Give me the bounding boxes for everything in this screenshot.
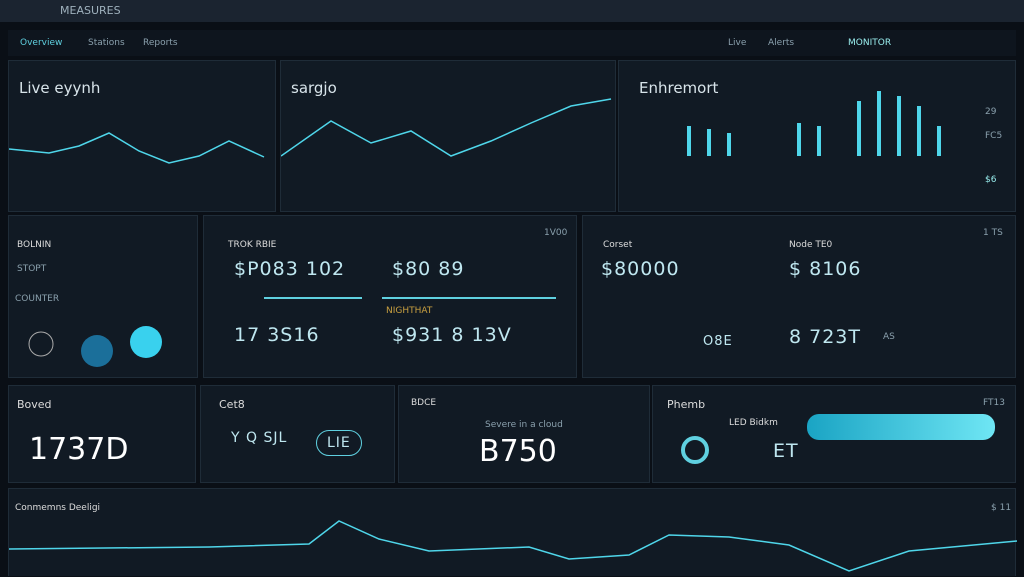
panel: BOLNIN STOPT COUNTER <box>8 215 198 378</box>
corner: FT13 <box>983 398 1005 408</box>
bar <box>687 91 941 156</box>
sub: Node TE0 <box>789 240 833 250</box>
metric: $P083 102 <box>234 258 346 280</box>
nav-bar: Overview Stations Reports Live Alerts MO… <box>8 30 1016 56</box>
trend <box>9 520 1017 572</box>
metric: $80 89 <box>392 258 465 280</box>
metric: ET <box>773 440 799 462</box>
bars <box>687 91 941 156</box>
metric: $931 8 13V <box>392 324 512 346</box>
corner: 1 TS <box>983 228 1003 238</box>
panel: sargjo <box>280 60 616 212</box>
panel-title: Cet8 <box>219 398 245 411</box>
panel-title: sargjo <box>291 79 337 97</box>
corner: $ 11 <box>991 503 1012 513</box>
side-label: FC5 <box>985 131 1003 141</box>
sub: Severe in a cloud <box>485 420 563 430</box>
panel-title: Enhremort <box>639 79 719 97</box>
panel-title: Boved <box>17 398 52 411</box>
top-bar: MEASURES <box>0 0 1024 22</box>
panel: Cet8 Y Q SJL LIE <box>200 385 395 483</box>
metric: 8 723T <box>789 326 861 348</box>
nav-item[interactable]: Stations <box>88 38 125 48</box>
panel: Enhremort 29 FC5 $6 <box>618 60 1016 212</box>
corner: 1V00 <box>544 228 568 238</box>
app-title: MEASURES <box>60 4 121 17</box>
progress <box>807 414 995 440</box>
metric: B750 <box>479 434 557 469</box>
panel-title: Live eyynh <box>19 79 101 97</box>
metric: $80000 <box>601 258 680 280</box>
metric: 17 3S16 <box>234 324 320 346</box>
panel-title: Conmemns Deeligi <box>15 503 101 513</box>
caption: NIGHTHAT <box>386 306 433 316</box>
side-label: $6 <box>985 175 997 185</box>
nav-item[interactable]: Alerts <box>768 38 795 48</box>
panel-title: Corset <box>603 240 633 250</box>
sparkline <box>281 98 612 157</box>
icon <box>130 326 162 358</box>
line <box>281 98 612 157</box>
panel: Corset 1 TS $80000 O8E Node TE0 $ 8106 8 72… <box>582 215 1016 378</box>
metric: O8E <box>703 334 733 349</box>
icon <box>681 436 709 464</box>
label: LED Bidkm <box>729 418 778 428</box>
label: COUNTER <box>15 294 60 304</box>
icon <box>28 331 54 357</box>
line <box>9 520 1017 572</box>
nav-item[interactable]: Live <box>728 38 747 48</box>
panel: Phemb FT13 LED Bidkm ET <box>652 385 1016 483</box>
panel-title: BOLNIN <box>17 240 52 250</box>
panel: TROK RBIE 1V00 $P083 102 $80 89 NIGHTHAT 1… <box>203 215 577 378</box>
panel: Boved 1737D <box>8 385 196 483</box>
metric: $ 8106 <box>789 258 862 280</box>
sparkline <box>9 132 265 164</box>
panel: Conmemns Deeligi $ 11 <box>8 488 1017 576</box>
sub: STOPT <box>17 264 47 274</box>
rules <box>264 297 556 299</box>
nav-item[interactable]: Reports <box>143 38 178 48</box>
panel: BDCE Severe in a cloud B750 <box>398 385 650 483</box>
panel-title: TROK RBIE <box>228 240 277 250</box>
nav-item[interactable]: MONITOR <box>848 38 892 48</box>
nav-item[interactable]: Overview <box>20 38 63 48</box>
side-label: 29 <box>985 107 997 117</box>
line <box>9 132 265 164</box>
icons <box>28 326 162 367</box>
tag: AS <box>883 332 895 342</box>
panel-title: BDCE <box>411 398 437 408</box>
panel: Live eyynh <box>8 60 276 212</box>
metric: 1737D <box>29 432 129 467</box>
ring <box>681 436 709 464</box>
metric: Y Q SJL <box>231 430 288 446</box>
tag: LIE <box>316 430 362 456</box>
icon <box>81 335 113 367</box>
panel-title: Phemb <box>667 398 706 411</box>
